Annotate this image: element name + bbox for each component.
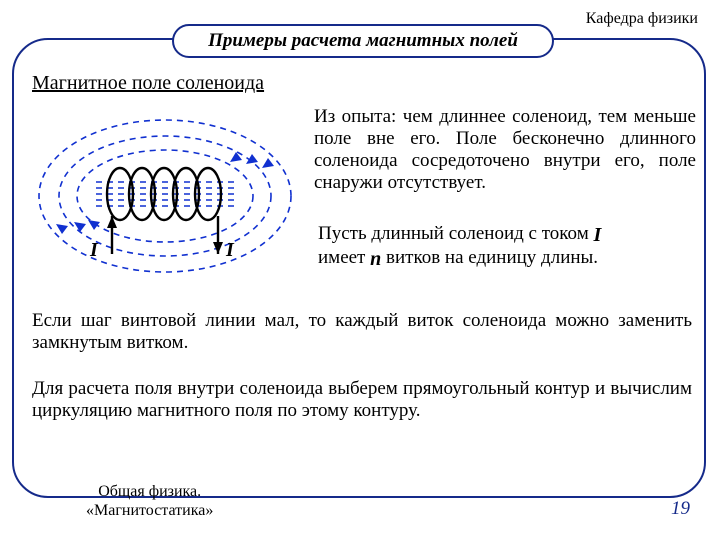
paragraph-2: Пусть длинный соленоид с током I имеет n… xyxy=(318,222,696,269)
footer-line1: Общая физика. xyxy=(98,483,201,500)
section-subtitle: Магнитное поле соленоида xyxy=(32,72,264,95)
para2-b: имеет xyxy=(318,247,370,268)
current-label-right: I xyxy=(225,239,235,261)
paragraph-1: Из опыта: чем длиннее соленоид, тем мень… xyxy=(314,106,696,194)
symbol-n: n xyxy=(370,248,381,270)
para2-c: витков на единицу длины. xyxy=(381,247,598,268)
paragraph-3: Если шаг винтовой линии мал, то каждый в… xyxy=(32,310,692,354)
footer-line2: «Магнитостатика» xyxy=(86,502,213,519)
slide-title: Примеры расчета магнитных полей xyxy=(172,24,554,58)
solenoid-diagram: I I xyxy=(26,104,304,284)
footer-text: Общая физика. «Магнитостатика» xyxy=(86,483,213,520)
department-label: Кафедра физики xyxy=(586,10,698,28)
symbol-I: I xyxy=(593,224,601,246)
current-label-left: I xyxy=(89,239,99,261)
para2-a: Пусть длинный соленоид с током xyxy=(318,223,593,244)
paragraph-4: Для расчета поля внутри соленоида выбере… xyxy=(32,378,692,422)
page-number: 19 xyxy=(671,498,690,520)
